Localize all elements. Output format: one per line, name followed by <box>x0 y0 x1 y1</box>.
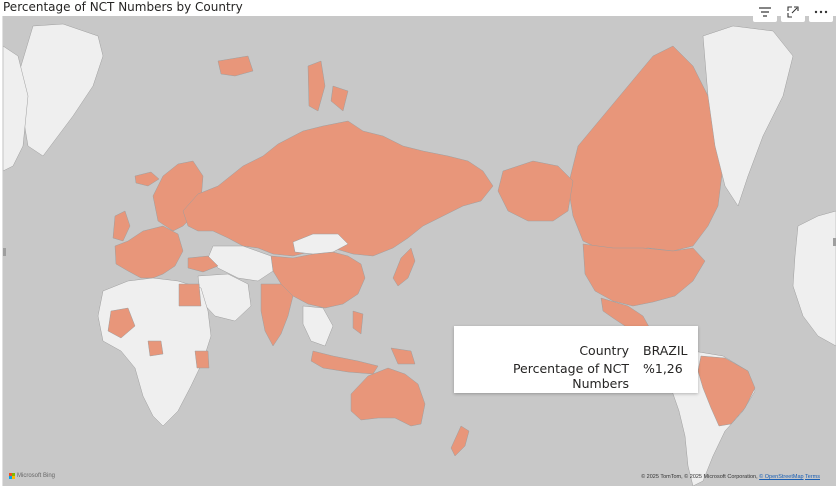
visual-title: Percentage of NCT Numbers by Country <box>3 0 243 14</box>
region-western-europe <box>114 225 184 279</box>
tooltip-key-country: Country <box>579 343 629 358</box>
country-nigeria <box>147 340 164 357</box>
country-canada <box>567 45 724 252</box>
country-iceland <box>134 171 160 187</box>
world-map[interactable] <box>3 16 836 486</box>
resize-handle-right[interactable] <box>833 238 836 246</box>
tooltip-value-country: BRAZIL <box>643 343 688 358</box>
tooltip-key-percentage: Percentage of NCT Numbers <box>512 361 629 391</box>
resize-handle-left[interactable] <box>3 248 6 256</box>
map-tooltip: Country BRAZIL Percentage of NCT Numbers… <box>454 326 698 393</box>
region-southeast-asia <box>302 305 334 347</box>
country-mongolia <box>292 233 349 255</box>
filter-lines-icon <box>759 7 771 17</box>
country-philippines <box>352 310 364 335</box>
visual-header-toolbar <box>753 2 833 22</box>
map-canvas[interactable]: Microsoft Bing © 2025 TomTom, © 2025 Mic… <box>2 16 836 486</box>
country-japan <box>392 247 416 287</box>
country-russia <box>182 120 494 257</box>
islands-arctic-russia <box>330 85 349 112</box>
filter-button[interactable] <box>753 2 777 22</box>
country-canada-west <box>3 45 29 172</box>
more-options-button[interactable] <box>809 2 833 22</box>
country-mali <box>107 307 136 339</box>
terms-link[interactable]: Terms <box>805 474 820 480</box>
region-alaska <box>497 160 574 222</box>
expand-focus-icon <box>787 6 799 18</box>
bing-brand-text: Microsoft Bing <box>17 473 56 479</box>
country-egypt <box>178 283 202 307</box>
focus-mode-button[interactable] <box>781 2 805 22</box>
tooltip-value-percentage: %1,26 <box>643 361 683 376</box>
country-turkey <box>187 255 219 273</box>
map-attribution: © 2025 TomTom, © 2025 Microsoft Corporat… <box>641 474 820 480</box>
country-greenland-east <box>702 25 794 207</box>
country-australia <box>350 367 426 427</box>
country-kenya <box>194 350 210 369</box>
more-options-icon <box>814 10 828 14</box>
region-europe-east-copy <box>792 210 836 347</box>
islands-svalbard <box>217 55 254 77</box>
country-united-states <box>582 243 706 307</box>
country-brazil <box>697 355 756 427</box>
country-india <box>260 283 294 347</box>
attribution-text: © 2025 TomTom, © 2025 Microsoft Corporat… <box>641 474 760 480</box>
islands-novaya-zemlya <box>307 60 326 112</box>
microsoft-logo-icon <box>9 473 15 479</box>
osm-link[interactable]: © OpenStreetMap <box>759 474 804 480</box>
country-papua <box>390 347 416 365</box>
bing-logo: Microsoft Bing <box>9 473 55 479</box>
country-new-zealand <box>450 425 470 457</box>
country-united-kingdom <box>112 210 131 242</box>
